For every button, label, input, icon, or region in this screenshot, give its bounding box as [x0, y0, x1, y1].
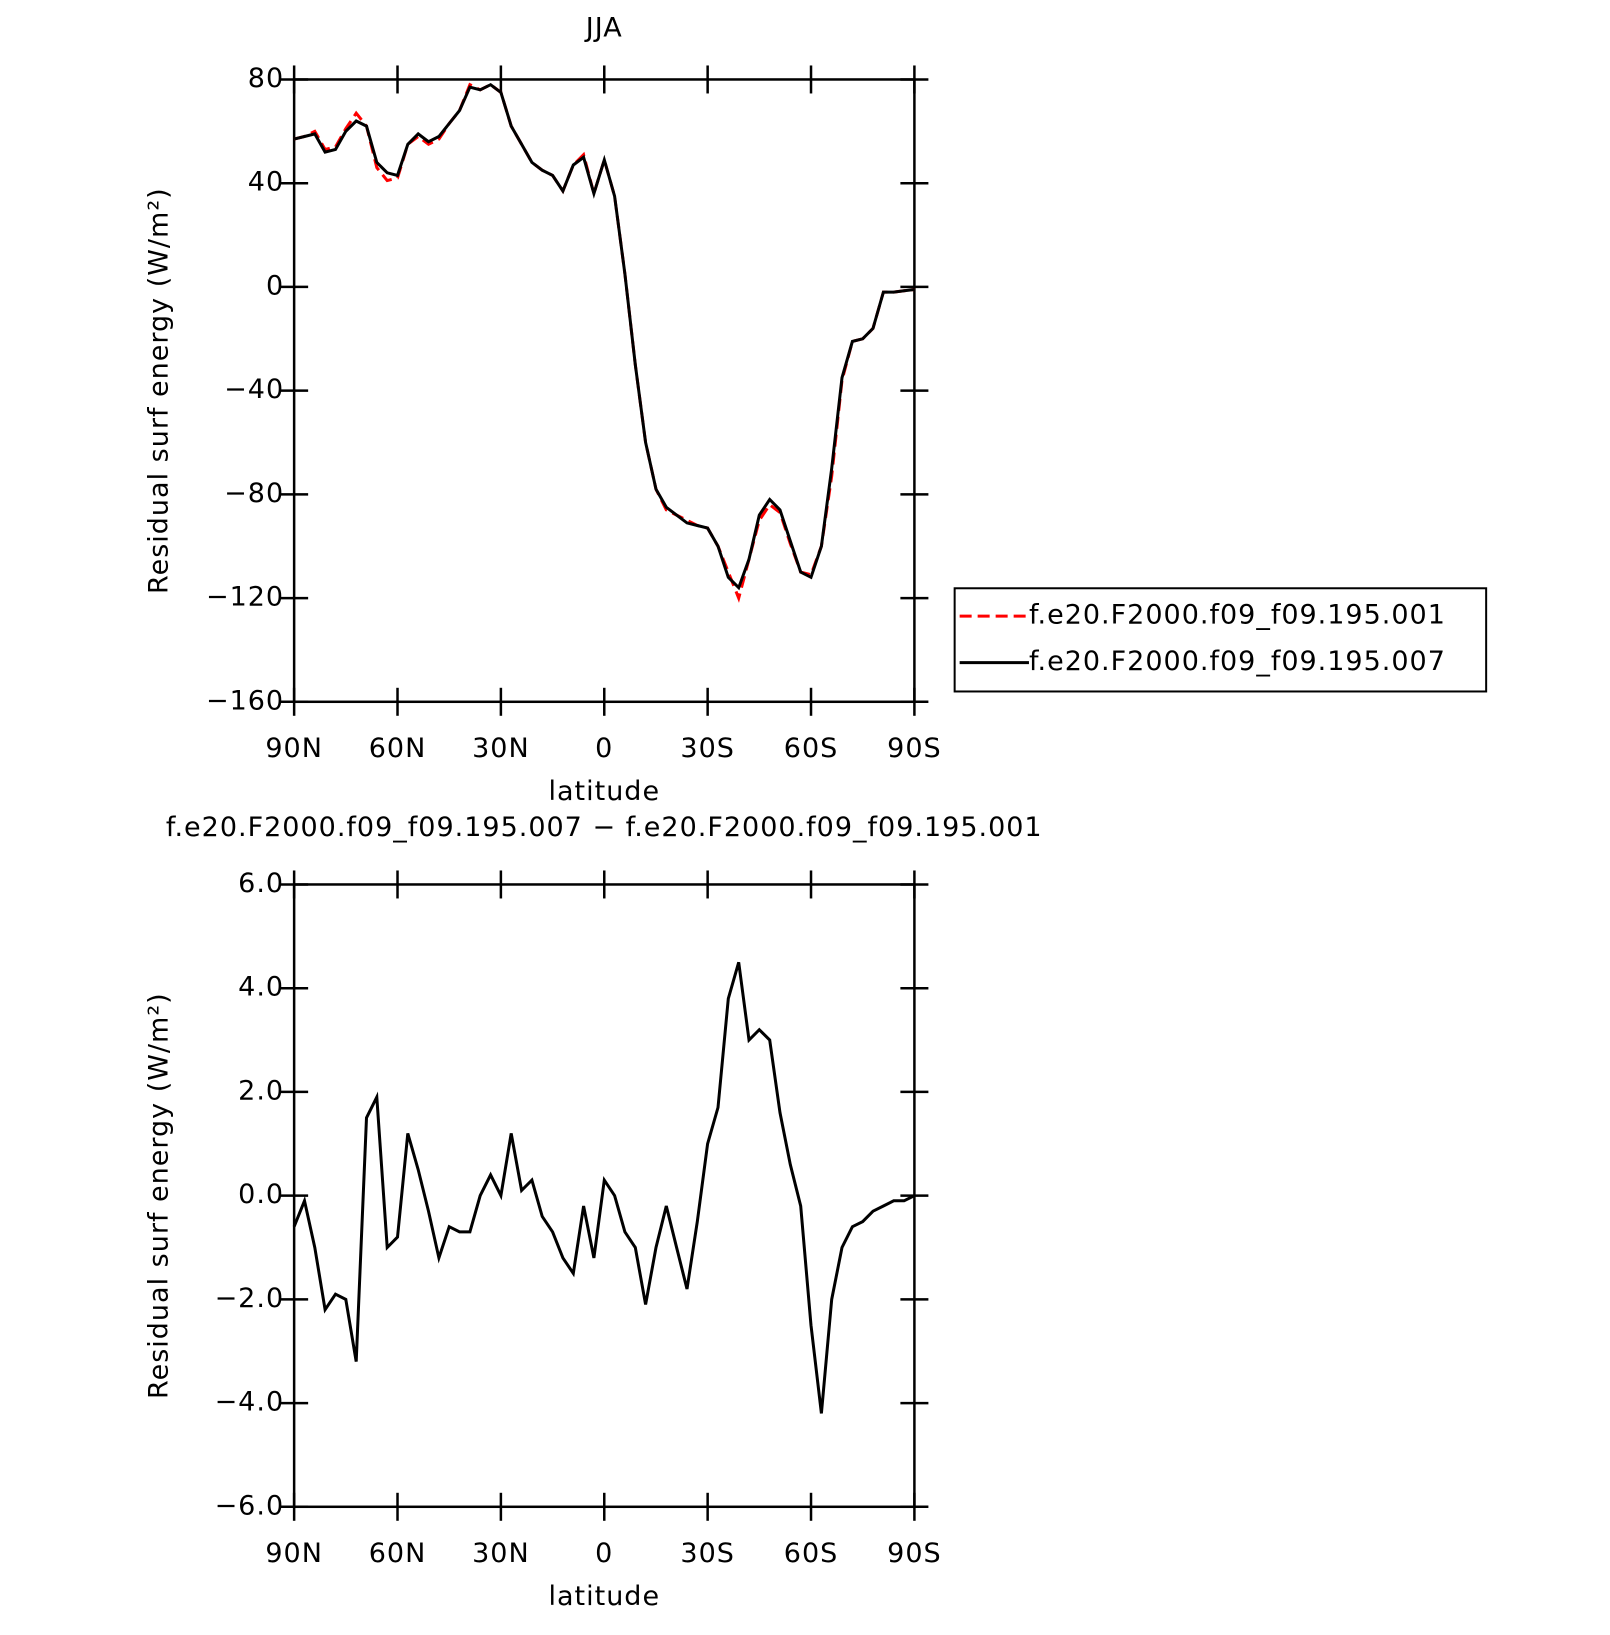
chart-title: JJA [584, 12, 623, 43]
x-tick-label: 90N [265, 733, 323, 764]
y-tick-label: −6.0 [215, 1490, 285, 1521]
plot-frame [292, 78, 916, 704]
x-tick-label: 90N [265, 1538, 323, 1569]
x-tick-label: 60S [784, 733, 839, 764]
data-line [293, 82, 915, 603]
y-axis-label: Residual surf energy (W/m²) [143, 992, 174, 1399]
x-tick-label: 0 [595, 733, 613, 764]
x-tick-label: 60N [369, 733, 427, 764]
data-line [292, 961, 916, 1414]
y-tick-label: 6.0 [238, 868, 284, 899]
y-tick-label: 0 [266, 270, 284, 301]
legend-box [953, 587, 1488, 693]
x-axis-label: latitude [548, 1581, 660, 1612]
y-tick-label: −2.0 [215, 1283, 285, 1314]
chart-title: f.e20.F2000.f09_f09.195.007 − f.e20.F200… [166, 812, 1043, 843]
x-tick-label: 30S [680, 733, 735, 764]
x-tick-label: 30N [472, 733, 530, 764]
y-tick-label: −40 [224, 374, 284, 405]
y-axis-label: Residual surf energy (W/m²) [143, 187, 174, 594]
y-tick-label: 0.0 [238, 1179, 284, 1210]
x-tick-label: 60N [369, 1538, 427, 1569]
x-axis-label: latitude [548, 776, 660, 807]
x-tick-label: 30S [680, 1538, 735, 1569]
x-tick-label: 60S [784, 1538, 839, 1569]
x-tick-label: 30N [472, 1538, 530, 1569]
legend-label: f.e20.F2000.f09_f09.195.001 [1029, 600, 1446, 631]
y-tick-label: −4.0 [215, 1387, 285, 1418]
y-tick-label: 40 [248, 167, 284, 198]
legend-label: f.e20.F2000.f09_f09.195.007 [1029, 646, 1446, 677]
x-tick-label: 90S [887, 733, 942, 764]
y-tick-label: 2.0 [238, 1075, 284, 1106]
x-tick-label: 0 [595, 1538, 613, 1569]
data-line [293, 82, 915, 591]
x-tick-label: 90S [887, 1538, 942, 1569]
y-tick-label: 80 [248, 63, 284, 94]
y-tick-label: −80 [224, 478, 284, 509]
y-tick-label: −160 [206, 685, 284, 716]
y-tick-label: 4.0 [238, 972, 284, 1003]
y-tick-label: −120 [206, 582, 284, 613]
